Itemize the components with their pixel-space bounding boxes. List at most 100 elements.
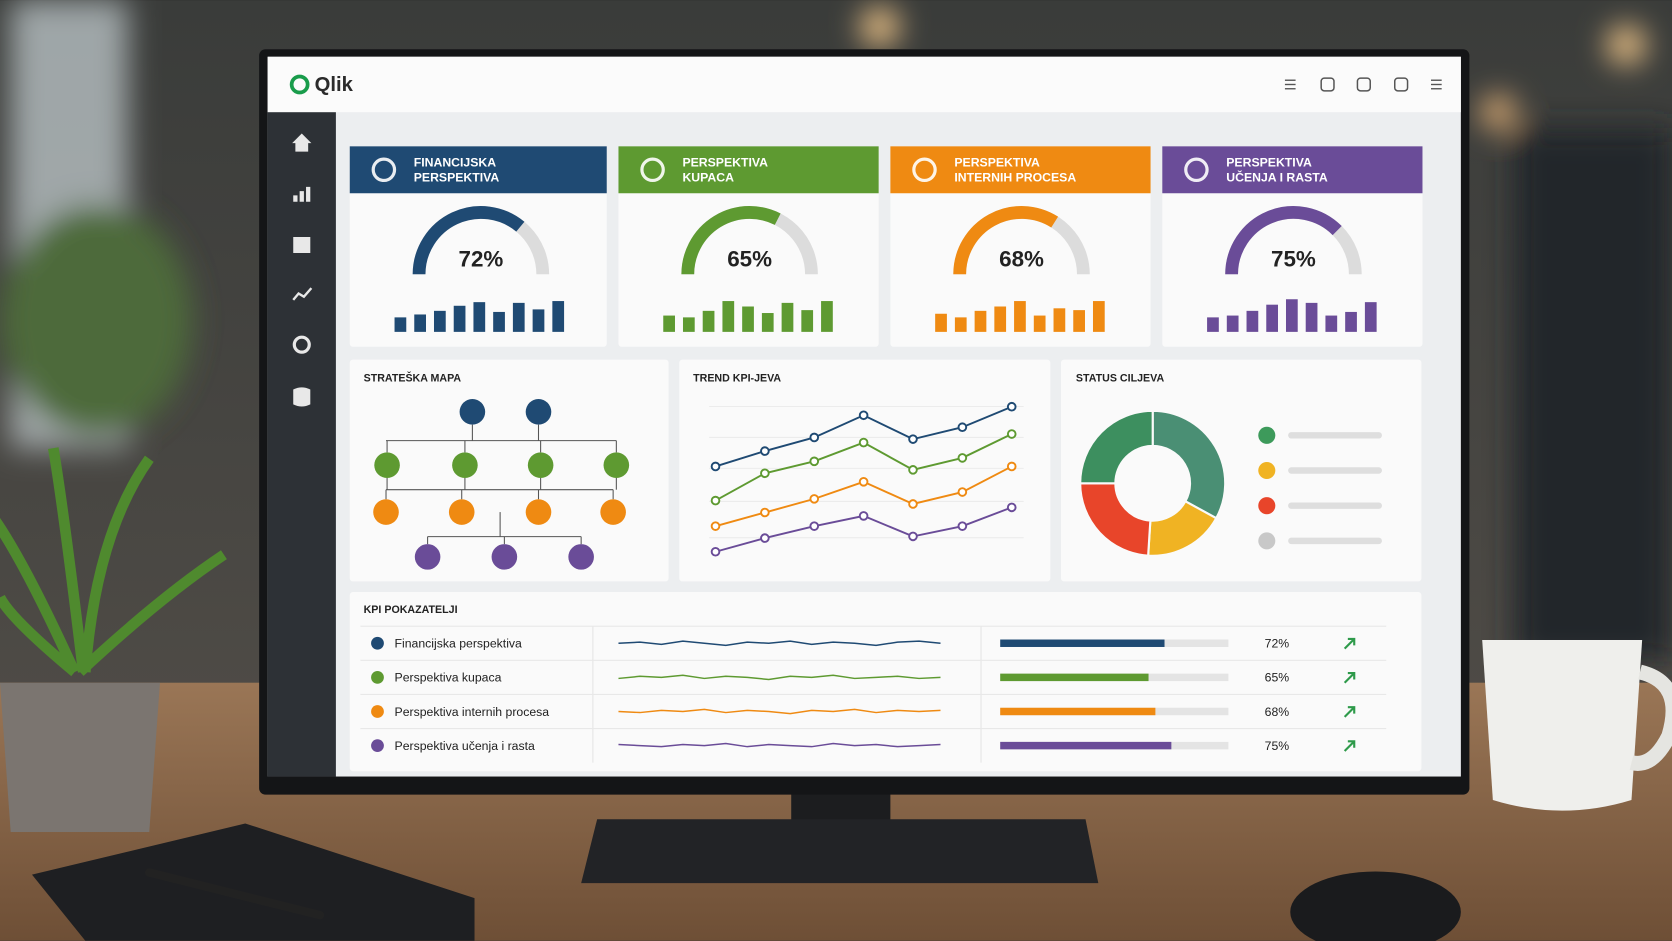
trend-point: [908, 531, 918, 542]
row-percent: 65%: [1265, 671, 1290, 685]
mini-bar: [781, 302, 794, 332]
nav-icon[interactable]: [292, 335, 311, 354]
card-header: [618, 146, 879, 194]
mini-bar: [801, 310, 814, 332]
row-name: Perspektiva internih procesa: [395, 705, 550, 719]
map-node: [373, 499, 399, 525]
mini-bar: [761, 313, 774, 332]
logo-icon: [289, 74, 310, 95]
mini-bar: [414, 314, 426, 332]
toolbar: [1284, 77, 1442, 92]
card-title: PERSPEKTIVA: [1226, 156, 1312, 170]
nav-icon[interactable]: [292, 133, 312, 152]
panel: [349, 592, 1422, 772]
card-title: PERSPEKTIVA: [954, 156, 1040, 170]
mini-bar: [1033, 315, 1046, 332]
trend-point: [710, 495, 721, 506]
mini-bar: [1325, 315, 1338, 332]
legend-dot: [1258, 497, 1276, 515]
toolbar-button[interactable]: [1394, 77, 1409, 92]
card-title: UČENJA I RASTA: [1226, 170, 1328, 185]
card-title: INTERNIH PROCESA: [954, 171, 1076, 185]
mini-bar: [1207, 317, 1219, 332]
panel: [618, 146, 879, 347]
mini-bar: [433, 310, 446, 332]
row-percent: 72%: [1265, 637, 1290, 651]
trend-point: [858, 477, 869, 487]
trend-point: [809, 432, 820, 443]
map-node: [603, 452, 630, 478]
panel-title: TREND KPI-JEVA: [693, 373, 781, 385]
pen: [145, 868, 325, 920]
mini-bar: [394, 317, 407, 332]
mini-bar: [532, 309, 545, 332]
mini-bar: [1305, 302, 1318, 332]
trend-point: [710, 461, 721, 472]
brand: Qlik: [315, 74, 354, 96]
row-dot: [371, 705, 384, 718]
map-node: [459, 399, 486, 425]
legend-dot: [1258, 461, 1276, 480]
card-icon: [640, 157, 665, 183]
mug: [1482, 640, 1672, 811]
nav-icon[interactable]: [293, 236, 311, 253]
legend-placeholder: [1288, 537, 1382, 545]
trend-point: [710, 521, 721, 531]
mini-bar: [682, 317, 695, 332]
map-node: [525, 499, 552, 525]
gauge-label: 65%: [727, 246, 772, 271]
row-name: Perspektiva kupaca: [395, 671, 502, 685]
mini-bar: [1266, 304, 1278, 332]
toolbar-button[interactable]: [1320, 77, 1335, 92]
trend-point: [1006, 401, 1017, 412]
trend-point: [908, 499, 918, 509]
mini-bar: [974, 310, 987, 332]
gauge-label: 75%: [1271, 246, 1316, 271]
gauge-value: [1225, 206, 1342, 275]
panel: [349, 359, 669, 582]
card-title: PERSPEKTIVA: [682, 156, 768, 170]
map-node: [414, 544, 441, 570]
donut-segment: [1079, 409, 1154, 485]
progress-fill: [1000, 741, 1172, 750]
nav-icon[interactable]: [293, 387, 311, 407]
sparkline: [618, 640, 941, 647]
mini-bar: [1345, 311, 1357, 332]
trend-point: [809, 456, 820, 467]
mini-bar: [722, 301, 735, 332]
legend-dot: [1258, 532, 1276, 550]
legend-placeholder: [1288, 467, 1382, 474]
trend-point: [809, 494, 820, 504]
legend-dot: [1258, 426, 1276, 444]
gauge-label: 68%: [999, 246, 1044, 271]
map-node: [448, 499, 475, 525]
mini-bar: [821, 301, 833, 332]
trend-point: [760, 507, 770, 518]
trend-point: [760, 468, 770, 479]
mini-bar: [1092, 301, 1105, 332]
panel: [349, 146, 607, 347]
gauge-value: [953, 206, 1059, 275]
legend-placeholder: [1288, 432, 1382, 439]
trend-arrow: [1343, 740, 1356, 752]
map-node: [491, 544, 518, 570]
panel-title: STRATEŠKA MAPA: [364, 372, 462, 385]
card-icon: [912, 157, 937, 183]
mini-bar: [552, 301, 565, 332]
map-node: [452, 452, 478, 478]
panel: [679, 359, 1051, 582]
mini-bar: [742, 306, 754, 332]
row-dot: [371, 739, 384, 753]
trend-point: [957, 487, 968, 497]
mini-bar: [1014, 301, 1026, 332]
toolbar-button[interactable]: [1356, 77, 1371, 92]
nav-icon[interactable]: [292, 287, 313, 301]
card-icon: [1184, 157, 1209, 183]
row-name: Financijska perspektiva: [395, 637, 523, 651]
trend-arrow: [1343, 706, 1356, 718]
trend-point: [710, 546, 721, 557]
panel: [890, 146, 1151, 347]
mini-bar: [473, 302, 486, 332]
progress-fill: [1000, 707, 1156, 716]
